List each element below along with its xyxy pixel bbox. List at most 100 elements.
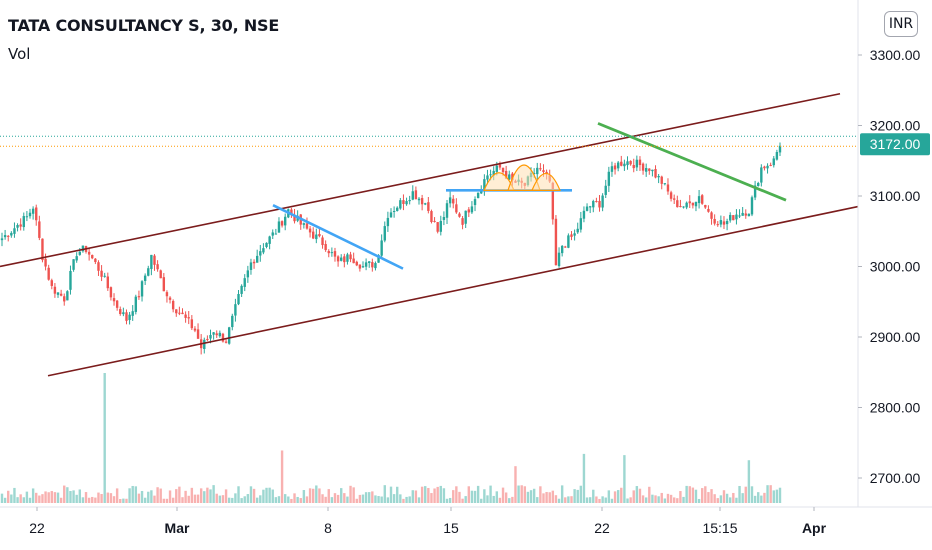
candle-body <box>368 261 371 263</box>
volume-bar <box>542 493 545 503</box>
volume-bar <box>595 496 598 503</box>
volume-bar <box>56 492 60 503</box>
volume-bar <box>405 496 408 503</box>
volume-bar <box>246 494 250 503</box>
volume-bar <box>691 487 695 503</box>
candle-body <box>666 184 670 192</box>
volume-bar <box>411 490 414 503</box>
candle-body <box>396 207 399 211</box>
candle-body <box>464 210 467 224</box>
candle-body <box>221 333 225 342</box>
candle-body <box>340 257 343 261</box>
candle-body <box>679 206 682 208</box>
candle-body <box>430 211 433 223</box>
volume-bar <box>732 492 735 503</box>
volume-bar <box>414 490 418 503</box>
candle-body <box>355 261 358 266</box>
candle-body <box>265 242 268 247</box>
volume-bar <box>461 498 464 503</box>
volume-bar <box>682 496 685 503</box>
candle-body <box>321 237 324 246</box>
candle-body <box>629 160 632 165</box>
candle-body <box>63 296 66 302</box>
volume-bar <box>355 498 358 503</box>
candle-body <box>280 221 284 226</box>
candle-body <box>13 228 16 234</box>
candle-body <box>349 254 352 260</box>
volume-bar <box>115 488 119 503</box>
candle-body <box>763 166 766 169</box>
candle-body <box>616 162 620 169</box>
candle-body <box>237 294 240 305</box>
symbol-title[interactable]: TATA CONSULTANCY S, 30, NSE <box>8 16 280 35</box>
candle-body <box>106 276 110 289</box>
volume-bar <box>168 490 172 503</box>
volume-bar <box>616 490 620 503</box>
volume-bar <box>769 485 772 503</box>
candle-body <box>28 212 32 217</box>
volume-indicator-label[interactable]: Vol <box>8 45 31 63</box>
volume-bar <box>336 494 340 503</box>
volume-bar <box>69 491 72 503</box>
candle-body <box>249 262 253 270</box>
candle-body <box>719 220 723 225</box>
x-tick-label: Apr <box>802 520 827 536</box>
volume-bar <box>84 492 88 503</box>
currency-button[interactable]: INR <box>884 11 918 37</box>
candle-body <box>302 223 306 225</box>
candle-body <box>778 145 782 153</box>
candle-body <box>598 200 601 208</box>
volume-bar <box>249 486 253 503</box>
candle-body <box>137 296 141 298</box>
volume-bar <box>501 487 505 503</box>
volume-bar <box>741 493 744 503</box>
volume-bar <box>585 497 589 503</box>
volume-bar <box>744 486 747 503</box>
volume-bar <box>669 494 673 503</box>
candle-body <box>78 251 81 255</box>
candle-body <box>224 341 228 343</box>
candle-body <box>644 168 648 172</box>
candle-body <box>489 174 492 176</box>
trend-drawings[interactable] <box>0 92 859 377</box>
volume-bar <box>94 497 97 503</box>
candle-body <box>277 221 281 233</box>
candle-body <box>427 202 430 211</box>
volume-bar <box>321 494 324 503</box>
volume-bar <box>716 498 719 503</box>
volume-bar <box>685 485 688 503</box>
volume-bar <box>620 487 623 503</box>
candle-body <box>312 231 315 239</box>
candle-body <box>691 202 695 206</box>
volume-bar <box>287 496 290 503</box>
volume-bar <box>483 489 486 503</box>
volume-bar <box>523 486 527 503</box>
volume-bar <box>75 494 78 503</box>
volume-bar <box>408 496 411 503</box>
volume-bar <box>315 485 318 503</box>
volume-bar <box>648 486 651 503</box>
candle-body <box>175 309 178 314</box>
y-tick-label: 2900.00 <box>870 329 921 345</box>
candle-body <box>442 216 446 220</box>
candle-body <box>190 319 194 329</box>
volume-bar <box>532 488 536 503</box>
volume-bar <box>613 491 617 503</box>
volume-bar <box>396 486 399 503</box>
volume-bar <box>629 497 632 503</box>
candle-body <box>738 215 741 217</box>
y-tick-label: 3100.00 <box>870 188 921 204</box>
volume-bar <box>455 486 458 503</box>
candle-body <box>669 192 673 199</box>
y-tick-label: 3200.00 <box>870 118 921 134</box>
volume-bar <box>710 489 713 503</box>
candle-body <box>7 235 10 237</box>
volume-bar <box>16 497 19 503</box>
volume-bar <box>738 485 741 503</box>
volume-bar <box>137 493 141 503</box>
candle-body <box>576 228 579 233</box>
volume-bar <box>91 496 94 503</box>
candle-body <box>162 277 166 292</box>
volume-bar <box>97 492 100 503</box>
